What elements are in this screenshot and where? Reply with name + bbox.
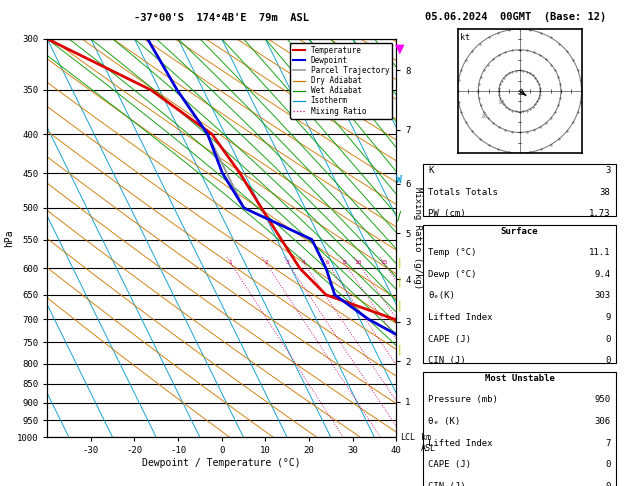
Text: Surface: Surface — [501, 226, 538, 236]
Text: 05.06.2024  00GMT  (Base: 12): 05.06.2024 00GMT (Base: 12) — [425, 12, 606, 22]
Text: 10: 10 — [354, 260, 362, 265]
Text: PW (cm): PW (cm) — [428, 209, 466, 218]
Text: Dewp (°C): Dewp (°C) — [428, 270, 477, 279]
Text: 11.1: 11.1 — [589, 248, 611, 257]
Y-axis label: hPa: hPa — [4, 229, 14, 247]
Text: |: | — [398, 301, 401, 312]
Bar — [423, 164, 616, 216]
Text: Temp (°C): Temp (°C) — [428, 248, 477, 257]
Text: 20: 20 — [399, 260, 406, 265]
Text: 9: 9 — [605, 313, 611, 322]
Text: 7: 7 — [605, 439, 611, 448]
Text: 6: 6 — [325, 260, 329, 265]
Text: Lifted Index: Lifted Index — [428, 439, 493, 448]
Text: |: | — [398, 345, 401, 355]
Bar — [423, 372, 616, 486]
Text: Pressure (mb): Pressure (mb) — [428, 395, 498, 404]
Text: Lifted Index: Lifted Index — [428, 313, 493, 322]
Text: 25: 25 — [414, 260, 421, 265]
Text: θₑ (K): θₑ (K) — [428, 417, 461, 426]
Text: 950: 950 — [594, 395, 611, 404]
Text: km
ASL: km ASL — [421, 434, 436, 453]
Text: LCL: LCL — [400, 434, 415, 442]
Text: 4: 4 — [302, 260, 306, 265]
Text: K: K — [428, 166, 434, 175]
Text: 9.4: 9.4 — [594, 270, 611, 279]
Text: 1.73: 1.73 — [589, 209, 611, 218]
Text: 303: 303 — [594, 292, 611, 300]
Legend: Temperature, Dewpoint, Parcel Trajectory, Dry Adiabat, Wet Adiabat, Isotherm, Mi: Temperature, Dewpoint, Parcel Trajectory… — [290, 43, 392, 119]
Text: Totals Totals: Totals Totals — [428, 188, 498, 196]
Text: Most Unstable: Most Unstable — [484, 374, 555, 382]
Text: 3: 3 — [605, 166, 611, 175]
Text: 1: 1 — [229, 260, 233, 265]
Text: 306: 306 — [594, 417, 611, 426]
Text: CIN (J): CIN (J) — [428, 482, 466, 486]
Text: 10: 10 — [497, 100, 504, 104]
Text: CIN (J): CIN (J) — [428, 356, 466, 365]
Text: /: / — [398, 210, 401, 223]
Text: 38: 38 — [600, 188, 611, 196]
Text: kt: kt — [460, 33, 470, 42]
X-axis label: Dewpoint / Temperature (°C): Dewpoint / Temperature (°C) — [142, 458, 301, 468]
Text: 0: 0 — [605, 460, 611, 469]
Text: -37°00'S  174°4B'E  79m  ASL: -37°00'S 174°4B'E 79m ASL — [134, 13, 309, 23]
Text: 15: 15 — [380, 260, 387, 265]
Text: θₑ(K): θₑ(K) — [428, 292, 455, 300]
Text: CAPE (J): CAPE (J) — [428, 460, 472, 469]
Text: 3: 3 — [286, 260, 289, 265]
Text: W: W — [396, 175, 403, 185]
Text: 0: 0 — [605, 335, 611, 344]
Text: 20: 20 — [481, 114, 488, 119]
Text: ▼: ▼ — [394, 42, 404, 55]
Bar — [423, 225, 616, 363]
Text: CAPE (J): CAPE (J) — [428, 335, 472, 344]
Text: 0: 0 — [605, 482, 611, 486]
Text: |: | — [398, 277, 401, 287]
Text: 0: 0 — [605, 356, 611, 365]
Text: 8: 8 — [343, 260, 347, 265]
Y-axis label: Mixing Ratio (g/kg): Mixing Ratio (g/kg) — [413, 187, 422, 289]
Text: 2: 2 — [264, 260, 268, 265]
Text: |: | — [398, 257, 401, 268]
